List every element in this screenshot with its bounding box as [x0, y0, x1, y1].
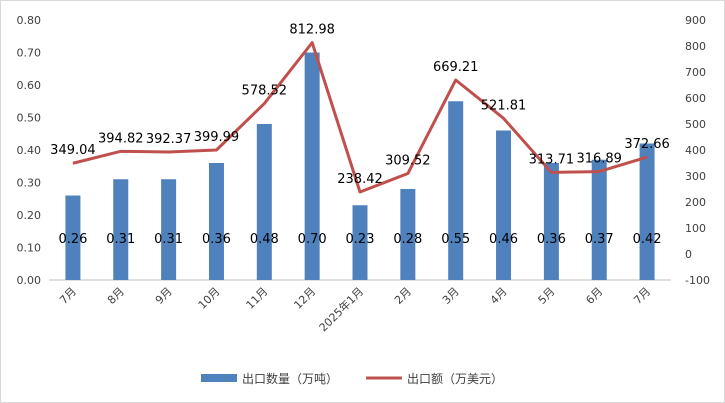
y-right-tick-label: 600	[685, 92, 706, 105]
x-tick-label: 8月	[105, 285, 127, 307]
y-right-tick-label: 100	[685, 222, 706, 235]
bar	[304, 52, 320, 280]
bar	[256, 124, 272, 280]
bar-data-label: 0.42	[633, 232, 662, 247]
y-right-tick-label: 0	[685, 248, 692, 261]
bar	[208, 163, 224, 280]
x-tick-label: 2025年1月	[316, 284, 366, 334]
x-tick-label: 12月	[291, 285, 318, 312]
y-left-tick-label: 0.50	[17, 112, 42, 125]
line-data-label: 521.81	[481, 98, 527, 113]
bar	[543, 163, 559, 280]
y-right-tick-label: 700	[685, 66, 706, 79]
bar-data-label: 0.37	[585, 232, 614, 247]
bar-data-label: 0.23	[346, 232, 375, 247]
y-right-tick-label: 400	[685, 144, 706, 157]
bar	[448, 101, 464, 280]
x-tick-label: 4月	[488, 285, 510, 307]
y-right-tick-label: 900	[685, 14, 706, 27]
line-data-label: 394.82	[98, 131, 144, 146]
line-data-label: 238.42	[337, 172, 383, 187]
y-right-tick-label: 800	[685, 40, 706, 53]
bar-data-label: 0.36	[537, 232, 566, 247]
legend-label: 出口数量（万吨）	[242, 371, 338, 386]
x-tick-label: 6月	[583, 285, 605, 307]
bar-data-label: 0.46	[489, 232, 518, 247]
bar	[352, 205, 368, 280]
x-tick-label: 3月	[440, 285, 462, 307]
y-right-tick-label: 200	[685, 196, 706, 209]
y-left-tick-label: 0.30	[17, 177, 42, 190]
y-left-tick-label: 0.60	[17, 79, 42, 92]
bar	[161, 179, 177, 280]
x-tick-label: 9月	[153, 285, 175, 307]
line-data-label: 313.71	[529, 152, 575, 167]
line-data-label: 309.52	[385, 154, 431, 169]
bar-data-label: 0.36	[202, 232, 231, 247]
line-data-label: 812.98	[289, 23, 335, 38]
x-tick-label: 5月	[536, 285, 558, 307]
legend-swatch-bar	[201, 374, 237, 382]
y-left-tick-label: 0.80	[17, 14, 42, 27]
bar	[65, 195, 81, 280]
y-left-tick-label: 0.40	[17, 144, 42, 157]
y-right-tick-label: 300	[685, 170, 706, 183]
line-data-label: 316.89	[576, 152, 622, 167]
legend-label: 出口额（万美元）	[407, 372, 503, 386]
line-data-label: 349.04	[50, 143, 96, 158]
y-left-tick-label: 0.20	[17, 209, 42, 222]
bar	[400, 189, 416, 280]
bar-data-label: 0.70	[298, 232, 327, 247]
series-line	[72, 41, 648, 194]
bar	[113, 179, 129, 280]
line-data-label: 372.66	[624, 137, 670, 152]
line-data-label: 578.52	[242, 84, 288, 99]
bar	[591, 159, 607, 280]
bar-data-label: 0.31	[106, 232, 135, 247]
x-tick-label: 10月	[196, 285, 223, 312]
y-right-tick-label: 500	[685, 118, 706, 131]
bar-data-label: 0.26	[58, 232, 87, 247]
y-left-tick-label: 0.00	[17, 274, 42, 287]
x-tick-label: 2月	[392, 285, 414, 307]
y-left-tick-label: 0.70	[17, 47, 42, 60]
x-tick-label: 11月	[244, 285, 271, 312]
x-tick-label: 7月	[631, 285, 653, 307]
bar-data-label: 0.28	[393, 232, 422, 247]
x-tick-label: 7月	[57, 285, 79, 307]
bar	[639, 143, 655, 280]
bar-data-label: 0.31	[154, 232, 183, 247]
y-right-tick-label: -100	[685, 274, 710, 287]
bar-data-label: 0.55	[441, 232, 470, 247]
line-data-label: 392.37	[146, 132, 192, 147]
bar	[496, 130, 512, 280]
y-left-tick-label: 0.10	[17, 242, 42, 255]
line-data-label: 669.21	[433, 60, 479, 75]
line-data-label: 399.99	[194, 130, 240, 145]
bar-data-label: 0.48	[250, 232, 279, 247]
